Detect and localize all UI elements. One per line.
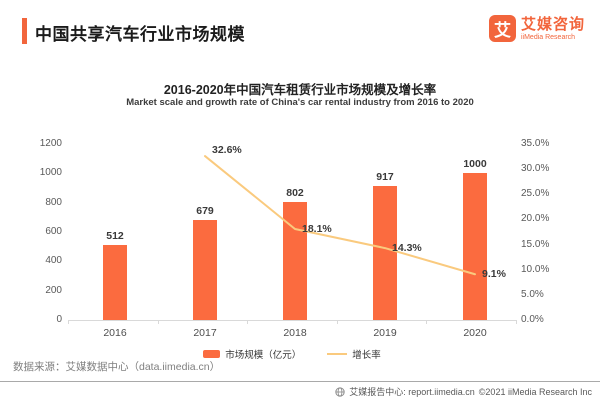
market-scale-bar: [103, 244, 127, 320]
data-source-note: 数据来源：艾媒数据中心（data.iimedia.cn）: [13, 361, 221, 373]
y-axis-right-tick-label: 25.0%: [521, 188, 550, 200]
bar-series-swatch: [203, 350, 221, 358]
y-axis-left-tick-label: 600: [45, 226, 62, 237]
legend-label: 增长率: [352, 350, 381, 361]
x-axis-tick: [516, 320, 517, 324]
legend-item-growth-rate: 增长率: [327, 347, 381, 361]
globe-icon: [335, 386, 345, 397]
growth-rate-point-label: 9.1%: [482, 268, 506, 281]
market-scale-bar: [193, 220, 217, 320]
y-axis-right-tick-label: 10.0%: [521, 263, 550, 275]
market-scale-bar: [463, 173, 487, 320]
legend-item-market-scale: 市场规模（亿元）: [203, 347, 301, 361]
y-axis-left-tick-label: 1200: [39, 138, 62, 149]
footer-copyright: ©2021 iiMedia Research Inc: [478, 386, 592, 397]
logo-name-cn: 艾媒咨询: [520, 15, 585, 33]
y-axis-right-tick-label: 15.0%: [521, 238, 550, 250]
y-axis-left-tick-label: 400: [45, 255, 62, 267]
y-axis-left-tick-label: 1000: [39, 167, 62, 179]
footer-report-url: 艾媒报告中心: report.iimedia.cn: [349, 387, 475, 397]
chart-subtitle: Market scale and growth rate of China's …: [126, 97, 474, 108]
chart-title: 2016-2020年中国汽车租赁行业市场规模及增长率: [163, 83, 437, 97]
x-axis-line: [68, 320, 516, 321]
page-title: 中国共享汽车行业市场规模: [35, 25, 245, 44]
x-axis-category-label: 2018: [283, 327, 307, 339]
x-axis-tick: [157, 320, 159, 324]
legend-label: 市场规模（亿元）: [225, 350, 302, 361]
x-axis-category-label: 2020: [463, 327, 487, 339]
bar-value-label: 802: [286, 187, 304, 200]
line-series-swatch: [327, 353, 348, 355]
growth-rate-point-label: 14.3%: [392, 242, 422, 255]
chart-legend: 市场规模（亿元） 增长率: [68, 347, 516, 361]
bar-value-label: 917: [376, 170, 394, 183]
footer: 艾媒报告中心: report.iimedia.cn ©2021 iiMedia …: [335, 385, 592, 398]
y-axis-left-tick-label: 200: [45, 284, 62, 296]
x-axis-tick: [336, 320, 338, 324]
logo-name-en: iiMedia Research: [520, 33, 576, 41]
iimedia-logo: 艾 艾媒咨询 iiMedia Research: [488, 15, 585, 42]
header-accent-bar: [22, 18, 27, 44]
x-axis-category-label: 2019: [373, 327, 397, 339]
y-axis-right-tick-label: 0.0%: [521, 314, 544, 325]
x-axis-category-label: 2017: [193, 327, 217, 339]
bar-value-label: 679: [196, 205, 214, 218]
x-axis-tick: [68, 320, 69, 324]
y-axis-left-tick-label: 800: [45, 196, 62, 208]
growth-rate-point-label: 32.6%: [212, 144, 242, 157]
x-axis-tick: [247, 320, 249, 324]
y-axis-right-tick-label: 5.0%: [521, 288, 544, 300]
bar-value-label: 512: [106, 229, 124, 242]
growth-rate-point-label: 18.1%: [302, 222, 332, 235]
bar-value-label: 1000: [463, 158, 487, 171]
x-axis-tick: [426, 320, 428, 324]
y-axis-right-tick-label: 30.0%: [521, 163, 550, 175]
market-scale-bar: [373, 185, 397, 320]
iimedia-logo-icon: 艾: [488, 15, 516, 42]
y-axis-right-tick-label: 20.0%: [521, 213, 550, 225]
footer-divider: [0, 381, 600, 382]
y-axis-right-tick-label: 35.0%: [521, 138, 550, 149]
y-axis-left-tick-label: 0: [56, 314, 62, 325]
x-axis-category-label: 2016: [103, 327, 127, 339]
